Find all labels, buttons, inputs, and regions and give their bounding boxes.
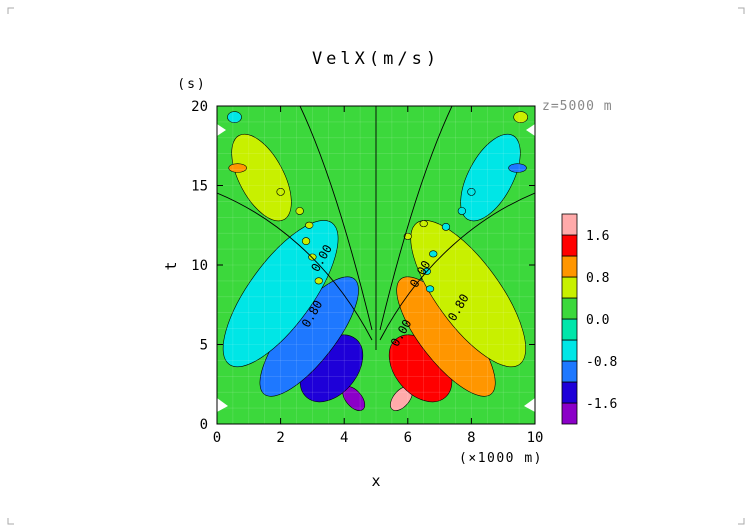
- colorbar-swatch: [561, 213, 578, 236]
- y-axis-label: t: [162, 261, 180, 270]
- y-tick-label: 0: [200, 417, 208, 433]
- y-axis-ticks: 0 5 10 15 20: [191, 99, 535, 433]
- x-tick-label: 2: [276, 430, 284, 446]
- heatmap-cell-16: [314, 277, 323, 285]
- colorbar-label: -1.6: [586, 397, 617, 412]
- heatmap-cell-7: [410, 220, 527, 368]
- plot-area: [216, 105, 536, 425]
- border-wedges: [217, 124, 535, 412]
- colorbar: 1.6 0.8 0.0 -0.8 -1.6: [561, 213, 617, 425]
- colorbar-label: -0.8: [586, 355, 617, 370]
- y-tick-label: 15: [191, 179, 208, 195]
- contour-lines: [217, 106, 535, 350]
- x-tick-label: 4: [340, 430, 348, 446]
- heatmap-cell-21: [429, 250, 438, 258]
- corner-marks: [7, 7, 745, 525]
- colorbar-swatch: [561, 318, 578, 341]
- x-axis-label: x: [371, 472, 380, 490]
- heatmap-cell-9: [460, 133, 521, 222]
- heatmap-cell-24: [403, 232, 412, 240]
- x-tick-label: 0: [213, 430, 221, 446]
- y-axis-unit: (s): [177, 77, 206, 92]
- heatmap-cell-11: [508, 163, 527, 173]
- colorbar-swatch: [561, 381, 578, 404]
- x-tick-label: 10: [527, 430, 544, 446]
- x-axis-ticks: 0 2 4 6 8 10: [213, 106, 544, 446]
- colorbar-swatch: [561, 297, 578, 320]
- heatmap-cell-26: [227, 111, 242, 123]
- heatmap-cell-20: [441, 222, 451, 231]
- heatmap-cell-13: [295, 207, 304, 215]
- x-tick-label: 8: [467, 430, 475, 446]
- colorbar-swatch: [561, 402, 578, 425]
- chart-title: VelX(m/s): [312, 49, 440, 69]
- heatmap-cell-27: [513, 111, 528, 123]
- heatmap-cell-10: [228, 163, 247, 173]
- colorbar-swatch: [561, 276, 578, 299]
- x-axis-unit: (×1000 m): [459, 451, 543, 466]
- colorbar-label: 1.6: [586, 229, 609, 244]
- colorbar-label: 0.0: [586, 313, 609, 328]
- heatmap-cell-18: [467, 187, 476, 196]
- heatmap-cell-23: [425, 285, 435, 293]
- colorbar-label: 0.8: [586, 271, 609, 286]
- heatmap-field: [222, 111, 528, 411]
- heatmap-cell-17: [305, 221, 314, 229]
- level-annotation: z=5000 m: [542, 99, 613, 114]
- heatmap-cell-14: [301, 237, 311, 246]
- y-tick-label: 5: [200, 338, 208, 354]
- colorbar-swatch: [561, 360, 578, 383]
- heatmap-cell-12: [276, 187, 285, 196]
- heatmap-cell-25: [419, 220, 428, 228]
- colorbar-swatch: [561, 255, 578, 278]
- colorbar-swatch: [561, 339, 578, 362]
- heatmap-cell-8: [231, 133, 292, 222]
- y-tick-label: 20: [191, 99, 208, 115]
- y-tick-label: 10: [191, 258, 208, 274]
- colorbar-swatch: [561, 234, 578, 257]
- x-tick-label: 6: [404, 430, 412, 446]
- heatmap-cell-19: [457, 207, 466, 215]
